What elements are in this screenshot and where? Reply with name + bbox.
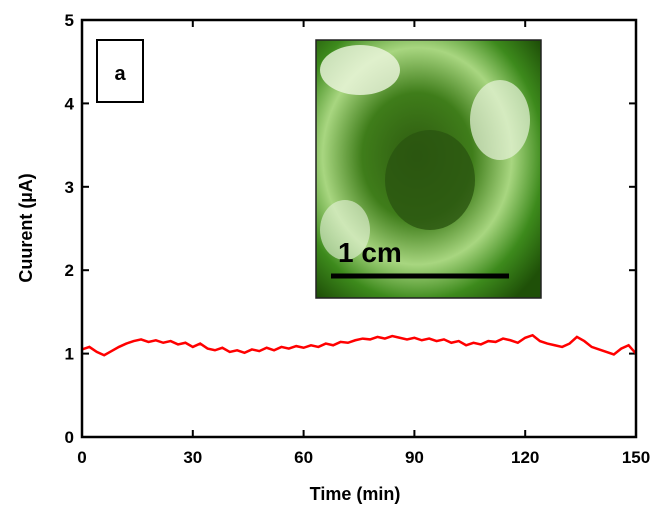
y-tick-label: 2: [65, 261, 74, 280]
x-axis-label: Time (min): [310, 484, 401, 504]
panel-label: a: [114, 63, 126, 85]
data-line: [81, 333, 637, 357]
panel-label-box: [96, 39, 144, 103]
y-tick-label: 3: [65, 178, 74, 197]
plot-frame: [80, 18, 638, 439]
x-tick-label: 90: [405, 448, 424, 467]
y-tick-label: 4: [65, 94, 75, 113]
inset-image: 1 cm: [315, 39, 542, 299]
x-tick-label: 60: [294, 448, 313, 467]
y-tick-label: 0: [65, 428, 74, 447]
scale-bar-label: 1 cm: [338, 237, 402, 268]
y-axis-label: Cuurent (µA): [16, 173, 36, 282]
x-tick-label: 120: [511, 448, 539, 467]
x-tick-label: 30: [183, 448, 202, 467]
y-tick-label: 5: [65, 11, 74, 30]
y-tick-label: 1: [65, 345, 74, 364]
x-tick-label: 0: [77, 448, 86, 467]
x-tick-label: 150: [622, 448, 650, 467]
